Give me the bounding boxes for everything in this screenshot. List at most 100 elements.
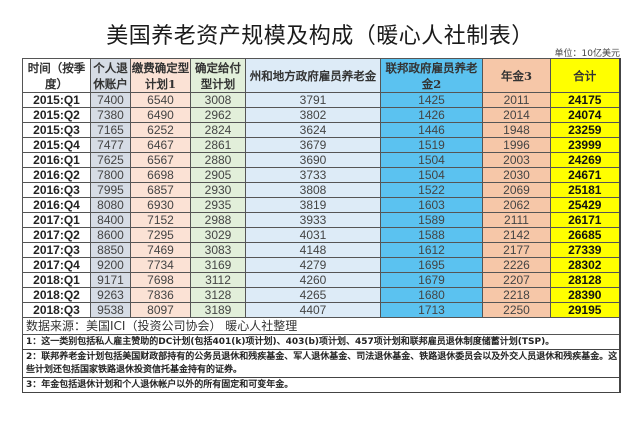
- cell-time: 2016:Q2: [22, 167, 91, 183]
- cell-dc-plan: 6698: [130, 167, 191, 183]
- cell-annuity: 2207: [482, 272, 551, 288]
- cell-dc-plan: 6930: [130, 197, 191, 213]
- cell-total: 26171: [550, 212, 621, 228]
- cell-federal: 1695: [380, 257, 483, 273]
- cell-time: 2017:Q2: [22, 227, 91, 243]
- cell-state-local: 4031: [245, 227, 381, 243]
- cell-federal: 1504: [380, 152, 483, 168]
- note-3: 3：年金包括退休计划和个人退休帐户以外的所有固定和可变年金。: [22, 377, 621, 393]
- table-row: 2015:Q2 7380 6490 2962 3802 1426 2014 24074: [22, 107, 621, 123]
- cell-annuity: 2226: [482, 257, 551, 273]
- unit-label: 单位：10亿美元: [554, 49, 620, 59]
- cell-total: 28390: [550, 287, 621, 303]
- cell-annuity: 1948: [482, 122, 551, 138]
- cell-db-plan: 3169: [190, 257, 246, 273]
- cell-db-plan: 3128: [190, 287, 246, 303]
- table-row: 2018:Q2 9263 7836 3128 4265 1680 2218 28390: [22, 287, 621, 303]
- cell-time: 2017:Q1: [22, 212, 91, 228]
- cell-db-plan: 2861: [190, 137, 246, 153]
- table-row: 2018:Q3 9538 8097 3189 4407 1713 2250 29195: [22, 302, 621, 318]
- cell-time: 2018:Q1: [22, 272, 91, 288]
- cell-annuity: 2003: [482, 152, 551, 168]
- cell-annuity: 2177: [482, 242, 551, 258]
- cell-time: 2018:Q3: [22, 302, 91, 318]
- cell-total: 24269: [550, 152, 621, 168]
- note-row-1: 1：这一类别包括私人雇主赞助的DC计划(包括401(k)项计划)、403(b)项…: [22, 334, 621, 350]
- cell-annuity: 2011: [482, 92, 551, 108]
- cell-time: 2015:Q4: [22, 137, 91, 153]
- cell-ira: 7995: [90, 182, 131, 198]
- table-row: 2016:Q3 7995 6857 2930 3808 1522 2069 25181: [22, 182, 621, 198]
- cell-db-plan: 3083: [190, 242, 246, 258]
- cell-total: 28128: [550, 272, 621, 288]
- note-1: 1：这一类别包括私人雇主赞助的DC计划(包括401(k)项计划)、403(b)项…: [22, 334, 621, 350]
- cell-federal: 1588: [380, 227, 483, 243]
- table-row: 2015:Q4 7477 6467 2861 3679 1519 1996 23999: [22, 137, 621, 153]
- cell-ira: 7400: [90, 92, 131, 108]
- cell-db-plan: 3112: [190, 272, 246, 288]
- cell-time: 2018:Q2: [22, 287, 91, 303]
- cell-annuity: 2250: [482, 302, 551, 318]
- cell-dc-plan: 6857: [130, 182, 191, 198]
- source-text: 数据来源：美国ICI（投资公司协会） 暖心人社整理: [22, 317, 621, 335]
- cell-ira: 9171: [90, 272, 131, 288]
- table-row: 2017:Q2 8600 7295 3029 4031 1588 2142 26685: [22, 227, 621, 243]
- cell-dc-plan: 6567: [130, 152, 191, 168]
- cell-state-local: 3733: [245, 167, 381, 183]
- cell-annuity: 2014: [482, 107, 551, 123]
- cell-time: 2015:Q1: [22, 92, 91, 108]
- cell-ira: 9263: [90, 287, 131, 303]
- cell-state-local: 3679: [245, 137, 381, 153]
- header-row: 时间（按季度） 个人退休账户 缴费确定型计划1 确定给付型计划 州和地方政府雇员…: [22, 58, 621, 93]
- cell-state-local: 4260: [245, 272, 381, 288]
- cell-total: 24671: [550, 167, 621, 183]
- cell-ira: 7625: [90, 152, 131, 168]
- table-row: 2016:Q4 8080 6930 2935 3819 1603 2062 25429: [22, 197, 621, 213]
- cell-ira: 8600: [90, 227, 131, 243]
- cell-ira: 7800: [90, 167, 131, 183]
- cell-federal: 1679: [380, 272, 483, 288]
- cell-federal: 1446: [380, 122, 483, 138]
- cell-annuity: 2069: [482, 182, 551, 198]
- cell-dc-plan: 6252: [130, 122, 191, 138]
- cell-federal: 1519: [380, 137, 483, 153]
- cell-db-plan: 2962: [190, 107, 246, 123]
- cell-federal: 1426: [380, 107, 483, 123]
- table-row: 2015:Q1 7400 6540 3008 3791 1425 2011 24175: [22, 92, 621, 108]
- cell-total: 24074: [550, 107, 621, 123]
- cell-dc-plan: 7836: [130, 287, 191, 303]
- cell-state-local: 3690: [245, 152, 381, 168]
- cell-time: 2016:Q4: [22, 197, 91, 213]
- table-row: 2018:Q1 9171 7698 3112 4260 1679 2207 28128: [22, 272, 621, 288]
- cell-dc-plan: 7698: [130, 272, 191, 288]
- cell-total: 26685: [550, 227, 621, 243]
- cell-time: 2015:Q2: [22, 107, 91, 123]
- cell-state-local: 3819: [245, 197, 381, 213]
- cell-annuity: 2142: [482, 227, 551, 243]
- cell-time: 2017:Q3: [22, 242, 91, 258]
- cell-state-local: 3791: [245, 92, 381, 108]
- cell-ira: 8080: [90, 197, 131, 213]
- cell-state-local: 4279: [245, 257, 381, 273]
- cell-federal: 1713: [380, 302, 483, 318]
- cell-ira: 9200: [90, 257, 131, 273]
- cell-time: 2016:Q3: [22, 182, 91, 198]
- cell-db-plan: 2930: [190, 182, 246, 198]
- cell-annuity: 1996: [482, 137, 551, 153]
- note-row-2: 2：联邦养老金计划包括美国财政部持有的公务员退休和残疾基金、军人退休基金、司法退…: [22, 349, 621, 378]
- cell-federal: 1680: [380, 287, 483, 303]
- cell-state-local: 3808: [245, 182, 381, 198]
- cell-state-local: 4148: [245, 242, 381, 258]
- cell-ira: 7477: [90, 137, 131, 153]
- cell-db-plan: 3008: [190, 92, 246, 108]
- cell-time: 2015:Q3: [22, 122, 91, 138]
- cell-dc-plan: 7295: [130, 227, 191, 243]
- cell-federal: 1589: [380, 212, 483, 228]
- table-row: 2016:Q2 7800 6698 2905 3733 1504 2030 24671: [22, 167, 621, 183]
- table-row: 2017:Q3 8850 7469 3083 4148 1612 2177 27339: [22, 242, 621, 258]
- table-row: 2015:Q3 7165 6252 2824 3624 1446 1948 23259: [22, 122, 621, 138]
- cell-total: 24175: [550, 92, 621, 108]
- cell-db-plan: 2905: [190, 167, 246, 183]
- cell-total: 27339: [550, 242, 621, 258]
- cell-ira: 7380: [90, 107, 131, 123]
